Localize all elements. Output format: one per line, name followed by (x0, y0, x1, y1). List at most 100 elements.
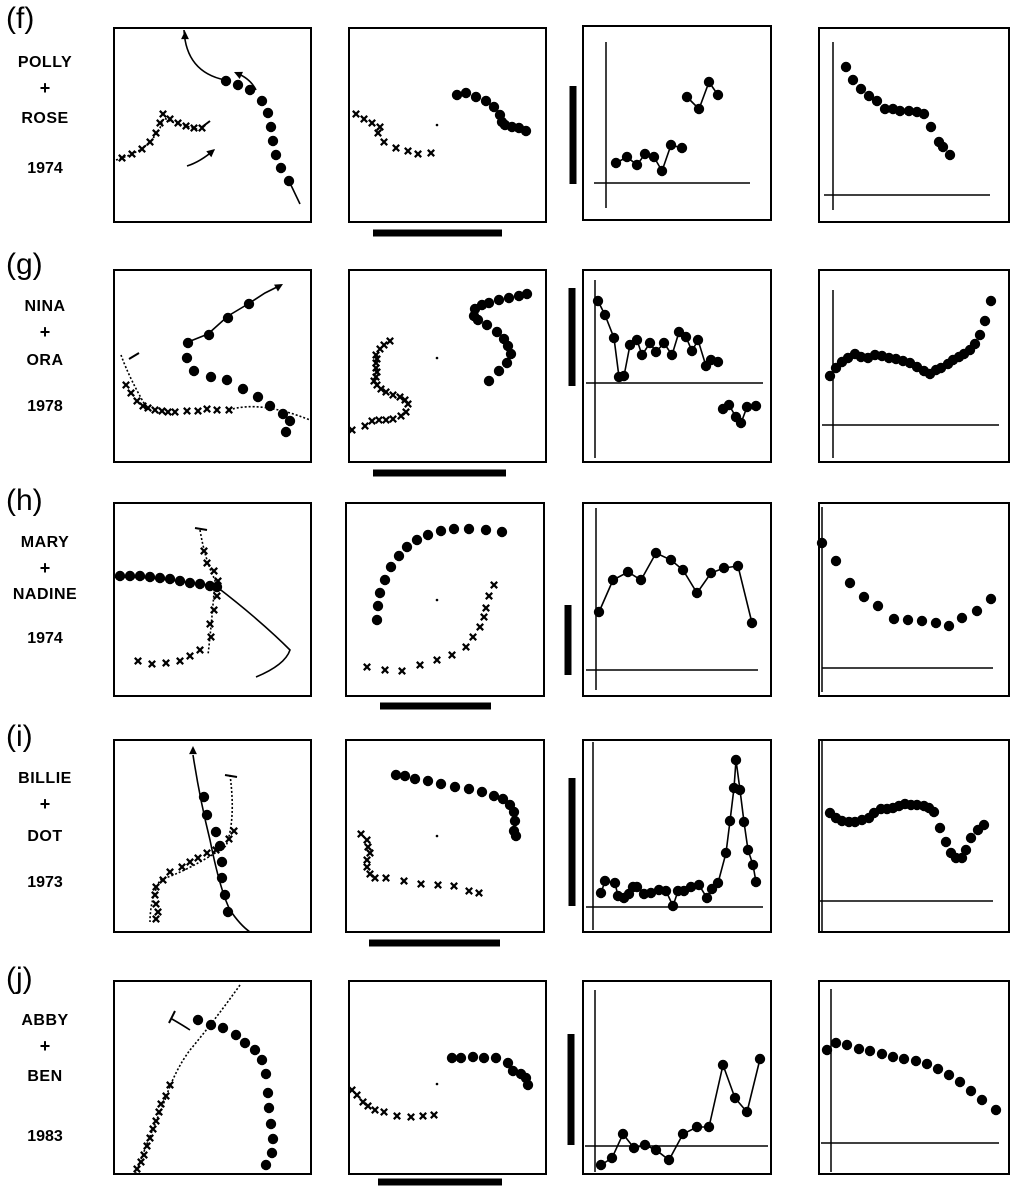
trajectory (216, 586, 291, 678)
filled-circle-marker (449, 781, 461, 793)
filled-circle-marker (636, 349, 648, 361)
end-tick (224, 774, 238, 778)
filled-circle-marker (201, 809, 213, 821)
cross-marker (171, 408, 179, 416)
filled-circle-marker (617, 1128, 629, 1140)
cross-marker (380, 138, 388, 146)
filled-circle-marker (393, 550, 405, 562)
arrow-head (234, 71, 243, 79)
cross-marker (151, 406, 159, 414)
cross-marker (210, 567, 218, 575)
filled-circle-marker (502, 1057, 514, 1069)
filled-circle-marker (210, 826, 222, 838)
filled-circle-marker (513, 290, 525, 302)
cross-marker (194, 854, 202, 862)
filled-circle-marker (979, 315, 991, 327)
filled-circle-marker (730, 754, 742, 766)
cross-marker (213, 592, 221, 600)
cross-marker (178, 863, 186, 871)
series-line (600, 1058, 761, 1166)
row-name-1: POLLY (17, 54, 73, 71)
cross-marker (183, 407, 191, 415)
filled-circle-marker (448, 523, 460, 535)
panel-frame (582, 269, 772, 463)
filled-circle-marker (990, 1104, 1002, 1116)
filled-circle-marker (390, 769, 402, 781)
row-name-1: NINA (24, 298, 66, 315)
filled-circle-marker (422, 529, 434, 541)
filled-circle-marker (910, 1055, 922, 1067)
panel-frame (113, 739, 312, 933)
filled-circle-marker (703, 76, 715, 88)
cross-marker (400, 877, 408, 885)
filled-circle-marker (509, 815, 521, 827)
cross-marker (404, 147, 412, 155)
filled-circle-marker (374, 587, 386, 599)
arrow-head (181, 31, 189, 40)
series-line (598, 551, 753, 624)
filled-circle-marker (467, 1051, 479, 1063)
series-line (600, 759, 757, 909)
cross-marker (164, 408, 172, 416)
cross-marker (475, 889, 483, 897)
trajectory (171, 1018, 191, 1031)
filled-circle-marker (280, 426, 292, 438)
filled-circle-marker (742, 844, 754, 856)
cross-marker (401, 396, 409, 404)
cross-marker (363, 836, 371, 844)
filled-circle-marker (216, 856, 228, 868)
filled-circle-marker (270, 149, 282, 161)
cross-marker (376, 123, 384, 131)
cross-marker (152, 1117, 160, 1125)
filled-circle-marker (693, 879, 705, 891)
arrow-head (206, 149, 215, 158)
filled-circle-marker (712, 356, 724, 368)
cross-marker (357, 830, 365, 838)
filled-circle-marker (203, 329, 215, 341)
filled-circle-marker (493, 294, 505, 306)
filled-circle-marker (712, 877, 724, 889)
filled-circle-marker (222, 906, 234, 918)
filled-circle-marker (435, 525, 447, 537)
filled-circle-marker (244, 84, 256, 96)
filled-circle-marker (221, 374, 233, 386)
row-letter: (g) (6, 248, 43, 281)
filled-circle-marker (411, 534, 423, 546)
filled-circle-marker (844, 577, 856, 589)
filled-circle-marker (507, 1065, 519, 1077)
cross-marker (194, 407, 202, 415)
cross-marker (462, 643, 470, 651)
filled-circle-marker (266, 1147, 278, 1159)
filled-circle-marker (635, 574, 647, 586)
filled-circle-marker (496, 526, 508, 538)
filled-circle-marker (508, 806, 520, 818)
filled-circle-marker (863, 90, 875, 102)
row-name-2: ROSE (21, 110, 69, 127)
cross-marker (469, 633, 477, 641)
filled-circle-marker (658, 337, 670, 349)
filled-circle-marker (194, 578, 206, 590)
filled-circle-marker (692, 334, 704, 346)
arrow-head (189, 746, 197, 755)
cross-marker (203, 559, 211, 567)
cross-marker (128, 150, 136, 158)
filled-circle-marker (198, 791, 210, 803)
cross-marker (166, 115, 174, 123)
filled-circle-marker (181, 352, 193, 364)
cross-marker (368, 417, 376, 425)
filled-circle-marker (717, 1059, 729, 1071)
filled-circle-marker (666, 349, 678, 361)
filled-circle-marker (840, 61, 852, 73)
arrow-head (274, 284, 283, 292)
cross-marker (363, 863, 371, 871)
filled-circle-marker (631, 334, 643, 346)
filled-circle-marker (686, 345, 698, 357)
cross-marker (152, 900, 160, 908)
filled-circle-marker (685, 881, 697, 893)
filled-circle-marker (154, 572, 166, 584)
filled-circle-marker (478, 1052, 490, 1064)
cross-marker (382, 388, 390, 396)
filled-circle-marker (853, 1043, 865, 1055)
panel-frame (348, 269, 547, 463)
end-tick (128, 352, 140, 360)
